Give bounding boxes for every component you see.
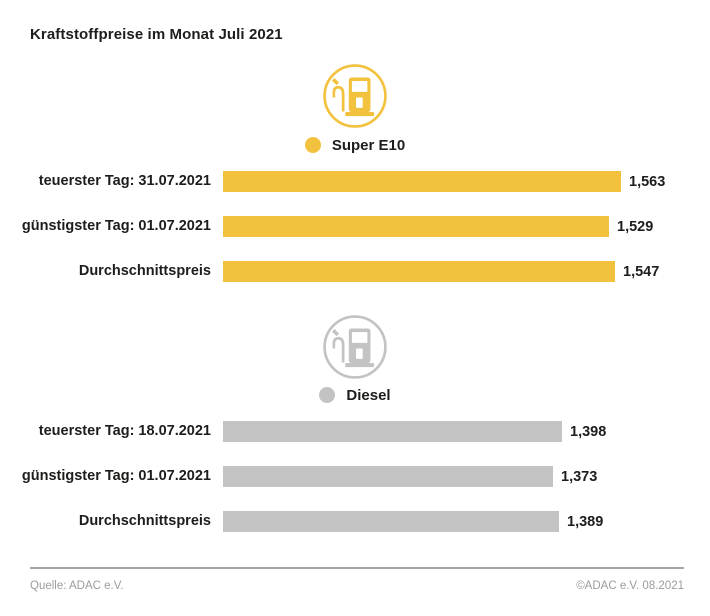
bar-label: teuerster Tag: 18.07.2021 — [38, 423, 211, 439]
bar-value: 1,547 — [623, 263, 660, 280]
legend-super-e10: Super E10 — [0, 136, 710, 154]
bar-label: günstigster Tag: 01.07.2021 — [21, 468, 211, 484]
legend-dot — [304, 137, 321, 153]
chart-title: Kraftstoffpreise im Monat Juli 2021 — [30, 26, 283, 43]
bar-label: Durchschnittspreis — [78, 263, 211, 279]
legend-label: Super E10 — [331, 136, 406, 154]
bar-value: 1,398 — [570, 423, 607, 440]
bar-row: Durchschnittspreis 1,547 — [0, 261, 710, 282]
bar — [223, 216, 609, 237]
bar — [223, 511, 559, 532]
bar-row: teuerster Tag: 18.07.2021 1,398 — [0, 421, 710, 442]
copyright-text: ©ADAC e.V. 08.2021 — [576, 580, 684, 592]
legend-diesel: Diesel — [0, 386, 710, 404]
bar — [223, 171, 621, 192]
fuel-pump-icon-diesel — [0, 314, 710, 380]
bar-label: Durchschnittspreis — [78, 513, 211, 529]
legend-label: Diesel — [346, 386, 391, 404]
bar-row: teuerster Tag: 31.07.2021 1,563 — [0, 171, 710, 192]
bar-value: 1,529 — [617, 218, 654, 235]
bar-row: Durchschnittspreis 1,389 — [0, 511, 710, 532]
source-text: Quelle: ADAC e.V. — [30, 580, 124, 592]
fuel-pump-icon-super — [0, 63, 710, 129]
bar — [223, 261, 615, 282]
bar-value: 1,373 — [561, 468, 598, 485]
bar-value: 1,389 — [567, 513, 604, 530]
bar-row: günstigster Tag: 01.07.2021 1,529 — [0, 216, 710, 237]
bar-value: 1,563 — [629, 173, 666, 190]
bar — [223, 421, 562, 442]
bar-row: günstigster Tag: 01.07.2021 1,373 — [0, 466, 710, 487]
bar — [223, 466, 553, 487]
footer: Quelle: ADAC e.V. ©ADAC e.V. 08.2021 — [30, 580, 684, 592]
footer-divider — [30, 567, 684, 569]
legend-dot — [319, 387, 336, 403]
bar-label: teuerster Tag: 31.07.2021 — [38, 173, 211, 189]
bar-label: günstigster Tag: 01.07.2021 — [21, 218, 211, 234]
